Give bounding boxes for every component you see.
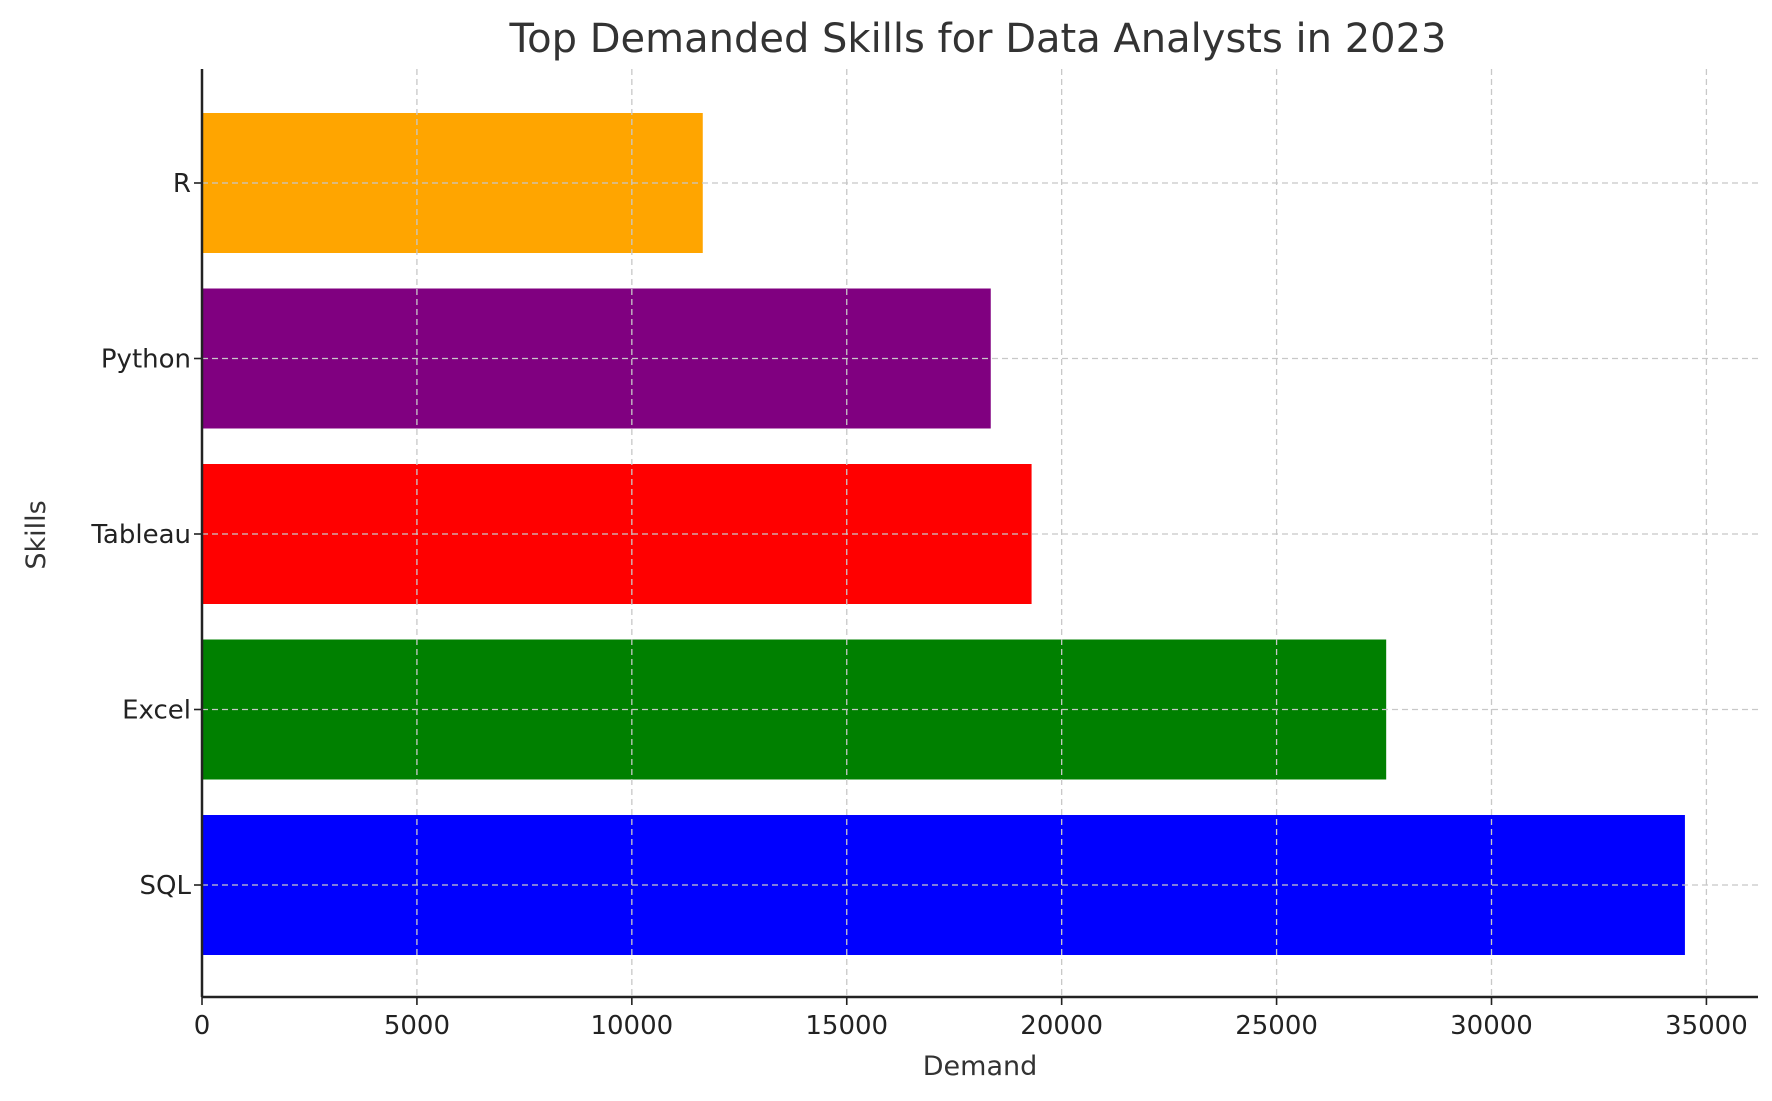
- chart-title: Top Demanded Skills for Data Analysts in…: [508, 16, 1446, 62]
- y-tick-label: Tableau: [90, 520, 191, 550]
- y-tick-label: R: [173, 169, 191, 199]
- grid-lines: [202, 69, 1758, 997]
- x-tick-label: 10000: [590, 1011, 673, 1041]
- y-tick-label: Excel: [122, 696, 191, 726]
- x-tick-label: 0: [194, 1011, 211, 1041]
- x-axis-label: Demand: [923, 1051, 1038, 1082]
- x-tick-label: 20000: [1020, 1011, 1103, 1041]
- x-tick-label: 25000: [1235, 1011, 1318, 1041]
- y-tick-label: Python: [101, 345, 191, 375]
- y-axis-label: Skills: [21, 500, 52, 569]
- axes: [200, 69, 1758, 999]
- y-ticks: SQL Excel Tableau Python R: [90, 169, 202, 901]
- x-tick-label: 5000: [384, 1011, 450, 1041]
- y-tick-label: SQL: [140, 871, 192, 901]
- x-tick-label: 30000: [1450, 1011, 1533, 1041]
- x-ticks: 0 5000 10000 15000 20000 25000 30000 35000: [194, 997, 1748, 1041]
- x-tick-label: 15000: [805, 1011, 888, 1041]
- x-tick-label: 35000: [1665, 1011, 1748, 1041]
